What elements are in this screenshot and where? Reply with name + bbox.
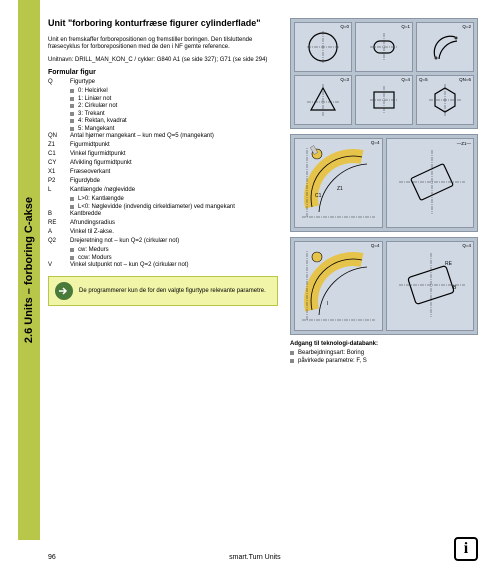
param-row: QFigurtype <box>48 79 278 87</box>
info-icon: i <box>454 537 478 561</box>
sidebar-title: 2.6 Units – forboring C-akse <box>23 197 35 343</box>
intro-text-2: Unitnavn: DRILL_MAN_KON_C / cykler: G840… <box>48 57 278 65</box>
param-row: X1Fræseoverkant <box>48 169 278 177</box>
param-bullet: L<0: Nøglevidde (indvendig cirkeldiamete… <box>48 204 278 210</box>
param-row: BKantbredde <box>48 211 278 219</box>
slot-rect-panel: Q=4 Z1 C1 —Z1— <box>290 134 478 232</box>
param-row: P2Figurdybde <box>48 178 278 186</box>
shape-rect: Q=4 <box>355 75 413 125</box>
drill-slot-diagram: Q=4 Z1 C1 <box>294 138 383 228</box>
param-row: QNAntal hjørner mangekant – kun med Q=5 … <box>48 133 278 141</box>
shape-hex: Q=5 QN=6 <box>416 75 474 125</box>
page-footer: 96 smart.Turn Units i <box>48 537 478 561</box>
param-bullet: ccw: Modurs <box>48 255 278 261</box>
param-bullet: 0: Helcirkel <box>48 88 278 94</box>
param-row: Q2Drejeretning not – kun Q=2 (cirkulær n… <box>48 238 278 246</box>
databank-section: Adgang til teknologi-databank: Bearbejdn… <box>290 341 478 364</box>
param-bullet: 4: Rektan, kvadrat <box>48 118 278 124</box>
arc-rect-panel: Q=4 I Q=4 <box>290 237 478 335</box>
shape-arc: Q=2 <box>416 22 474 72</box>
param-bullet: 2: Cirkulær not <box>48 103 278 109</box>
intro-text-1: Unit en fremskaffer forborepositionen og… <box>48 37 278 52</box>
param-row: REAfrundingsradius <box>48 220 278 228</box>
form-title: Formular figur <box>48 69 278 76</box>
note-text: De programmerer kun de for den valgte fi… <box>79 288 266 294</box>
shape-slot: Q=1 <box>355 22 413 72</box>
svg-text:I: I <box>327 301 328 307</box>
param-bullet: 5: Mangekant <box>48 126 278 132</box>
svg-text:C1: C1 <box>315 193 322 199</box>
page-title: Unit "forboring konturfræse figurer cyli… <box>48 18 278 29</box>
param-row: C1Vinkel figurmidtpunkt <box>48 151 278 159</box>
databank-title: Adgang til teknologi-databank: <box>290 341 478 347</box>
param-bullet: L>0: Kantlængde <box>48 196 278 202</box>
param-row: AVinkel til Z-akse. <box>48 229 278 237</box>
param-bullet: cw: Medurs <box>48 247 278 253</box>
section-name: smart.Turn Units <box>229 554 280 561</box>
shapes-panel: Q=0 Q=1 Q=2 Q=3 Q=4 <box>290 18 478 129</box>
svg-text:RE: RE <box>445 261 453 267</box>
page-number: 96 <box>48 554 56 561</box>
rect-labeled-diagram: Q=4 RE B <box>386 241 475 331</box>
shape-triangle: Q=3 <box>294 75 352 125</box>
param-row: CYAfvikling figurmidtpunkt <box>48 160 278 168</box>
sidebar-tab: 2.6 Units – forboring C-akse <box>18 0 40 540</box>
shape-circle: Q=0 <box>294 22 352 72</box>
arrow-icon <box>55 282 73 300</box>
rect-rotated-diagram: —Z1— <box>386 138 475 228</box>
note-box: De programmerer kun de for den valgte fi… <box>48 276 278 306</box>
svg-text:Z1: Z1 <box>337 186 343 192</box>
param-row: VVinkel slutpunkt not – kun Q=2 (cirkulæ… <box>48 262 278 270</box>
param-bullet: 3: Trekant <box>48 111 278 117</box>
param-bullet: 1: Liniær not <box>48 96 278 102</box>
svg-text:B: B <box>453 285 457 291</box>
param-row: LKantlængde /nøglevidde <box>48 187 278 195</box>
parameter-table: QFigurtype0: Helcirkel 1: Liniær not2: Ci… <box>48 79 278 270</box>
drill-arc-diagram: Q=4 I <box>294 241 383 331</box>
param-row: Z1Figurmidtpunkt <box>48 142 278 150</box>
